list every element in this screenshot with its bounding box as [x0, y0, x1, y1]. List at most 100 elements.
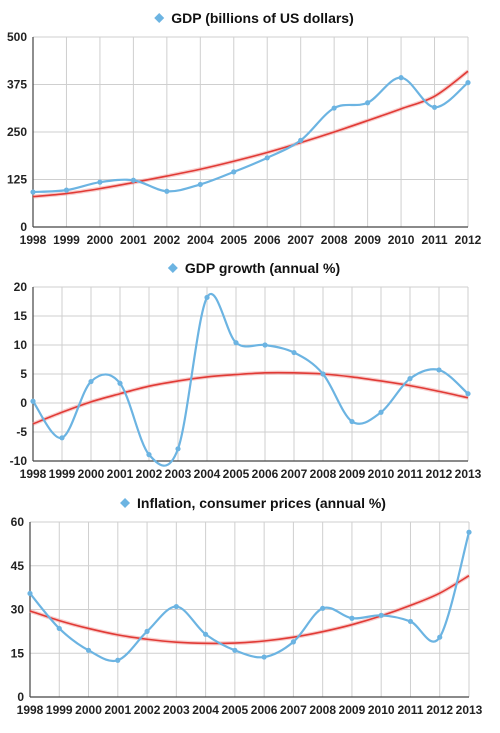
x-tick-label: 2000 [87, 233, 114, 247]
x-tick-label: 2000 [78, 467, 105, 481]
x-tick-label: 2005 [223, 467, 250, 481]
y-tick-label: 125 [7, 173, 27, 187]
trendline-glow [32, 370, 469, 426]
x-tick-label: 2009 [354, 233, 381, 247]
trendline-glow [32, 69, 470, 199]
x-tick-label: 2008 [310, 467, 337, 481]
data-point [291, 349, 297, 356]
x-tick-label: 2004 [194, 467, 221, 481]
x-tick-label: 1998 [20, 467, 47, 481]
x-tick-label: 2007 [280, 703, 307, 717]
data-point [63, 187, 70, 193]
data-point [331, 105, 337, 111]
data-point [378, 409, 384, 415]
y-tick-label: 500 [7, 30, 27, 44]
x-tick-label: 2011 [397, 703, 423, 717]
y-tick-label: 45 [11, 559, 25, 573]
data-point [56, 625, 62, 632]
y-tick-label: 375 [7, 78, 27, 92]
data-point [175, 446, 181, 452]
x-tick-label: 1998 [20, 233, 47, 247]
data-point [261, 654, 267, 660]
x-tick-label: 2001 [107, 467, 134, 481]
data-point [466, 529, 472, 535]
y-tick-label: 250 [7, 125, 27, 139]
data-point [264, 155, 270, 161]
x-tick-label: 2009 [339, 467, 366, 481]
x-tick-label: 2005 [220, 233, 247, 247]
x-tick-label: 2003 [163, 703, 190, 717]
y-tick-label: -5 [16, 425, 27, 439]
x-tick-label: 1999 [49, 467, 76, 481]
data-point [365, 100, 371, 106]
data-point [436, 367, 442, 373]
data-point [173, 603, 179, 610]
x-tick-label: 2003 [165, 467, 192, 481]
data-point [398, 75, 404, 81]
data-point [85, 647, 92, 653]
x-tick-label: 1998 [17, 703, 44, 717]
data-point [320, 371, 326, 377]
x-tick-label: 2008 [321, 233, 348, 247]
x-tick-label: 2011 [397, 467, 423, 481]
trendline [32, 371, 469, 425]
y-tick-label: 5 [20, 367, 27, 381]
y-tick-label: 30 [11, 603, 25, 617]
chart-panel-1: 0 125 250 375 500 1998 1999 2000 2001 2002 2004 200… [7, 10, 482, 247]
series-line [29, 531, 471, 663]
data-point [349, 418, 355, 425]
data-point [262, 342, 268, 348]
data-point [144, 628, 150, 634]
x-tick-label: 2008 [309, 703, 336, 717]
legend-marker-icon [154, 13, 165, 23]
y-tick-label: 0 [17, 690, 24, 704]
y-tick-label: 60 [11, 515, 25, 529]
x-tick-label: 2005 [222, 703, 249, 717]
data-point [59, 435, 65, 441]
x-tick-label: 2002 [134, 703, 161, 717]
y-tick-label: -10 [10, 454, 28, 468]
x-tick-label: 2004 [192, 703, 219, 717]
x-tick-label: 2013 [455, 467, 482, 481]
x-tick-label: 2006 [254, 233, 281, 247]
trendline [29, 574, 470, 645]
data-point [465, 80, 471, 86]
data-point [407, 618, 414, 625]
data-point [115, 657, 121, 663]
series-line [32, 293, 469, 467]
data-point [197, 181, 203, 188]
x-tick-label: 2002 [136, 467, 163, 481]
x-tick-label: 2013 [456, 703, 483, 717]
y-tick-label: 15 [11, 646, 25, 660]
data-point [349, 615, 355, 621]
x-tick-label: 2012 [455, 233, 482, 247]
x-tick-label: 2007 [281, 467, 308, 481]
x-tick-label: 2007 [287, 233, 314, 247]
trendline [32, 70, 469, 198]
y-tick-label: 15 [14, 309, 28, 323]
series-line [32, 76, 469, 194]
data-point [232, 647, 238, 653]
x-tick-label: 2002 [153, 233, 180, 247]
y-tick-label: 0 [20, 396, 27, 410]
data-point [88, 378, 94, 385]
data-point [27, 590, 33, 597]
x-tick-label: 2004 [187, 233, 214, 247]
data-point [298, 137, 304, 143]
x-tick-label: 2001 [104, 703, 131, 717]
x-tick-label: 2006 [252, 467, 279, 481]
x-tick-label: 2012 [426, 703, 453, 717]
data-point [164, 188, 170, 194]
data-point [320, 605, 326, 611]
data-point [290, 639, 296, 645]
data-point [437, 634, 443, 640]
x-tick-label: 1999 [46, 703, 73, 717]
x-tick-label: 2006 [251, 703, 278, 717]
x-tick-label: 2010 [388, 233, 415, 247]
data-point [97, 179, 103, 185]
chart-title: GDP (billions of US dollars) [171, 10, 354, 26]
chart-title: Inflation, consumer prices (annual %) [137, 495, 386, 511]
